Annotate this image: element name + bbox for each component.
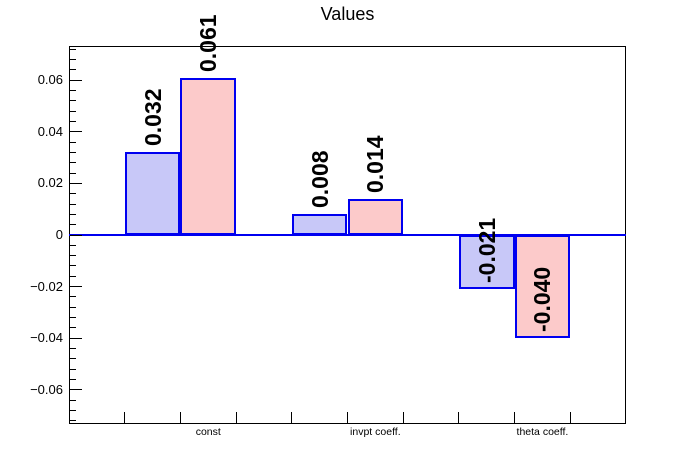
x-axis-tick bbox=[291, 412, 293, 423]
y-axis-minor-tick bbox=[70, 203, 76, 205]
y-axis-major-tick bbox=[70, 79, 82, 81]
bar-light-blue-series-theta coeff. bbox=[458, 235, 515, 290]
y-axis-minor-tick bbox=[70, 89, 76, 91]
y-axis-major-tick bbox=[70, 182, 82, 184]
x-axis-tick bbox=[402, 412, 404, 423]
x-axis-tick bbox=[235, 412, 237, 423]
y-axis-minor-tick bbox=[70, 58, 76, 60]
x-axis-category-label: theta coeff. bbox=[516, 426, 569, 438]
y-axis-tick-label: 0.02 bbox=[37, 175, 63, 191]
y-axis-minor-tick bbox=[70, 368, 76, 370]
x-axis-tick bbox=[458, 412, 460, 423]
bar-value-label: 0.032 bbox=[139, 88, 166, 147]
bar-value-label: 0.014 bbox=[362, 135, 389, 193]
bar-value-label: -0.040 bbox=[529, 267, 556, 333]
y-axis-minor-tick bbox=[70, 224, 76, 226]
y-axis-minor-tick bbox=[70, 110, 76, 112]
bar-light-red-series-invpt coeff. bbox=[347, 198, 404, 235]
y-axis-minor-tick bbox=[70, 399, 76, 401]
y-axis-major-tick bbox=[70, 131, 82, 133]
x-axis-category-label: invpt coeff. bbox=[350, 426, 401, 438]
y-axis-minor-tick bbox=[70, 172, 76, 174]
y-axis-minor-tick bbox=[70, 379, 76, 381]
y-axis-major-tick bbox=[70, 389, 82, 391]
y-axis-minor-tick bbox=[70, 275, 76, 277]
y-axis-minor-tick bbox=[70, 296, 76, 298]
y-axis-minor-tick bbox=[70, 162, 76, 164]
bar-light-blue-series-const bbox=[124, 152, 181, 235]
x-axis-tick bbox=[514, 412, 516, 423]
y-axis-minor-tick bbox=[70, 255, 76, 257]
y-axis-minor-tick bbox=[70, 141, 76, 143]
y-axis-minor-tick bbox=[70, 327, 76, 329]
y-axis-minor-tick bbox=[70, 120, 76, 122]
bar-value-label: -0.021 bbox=[473, 218, 500, 284]
y-axis-minor-tick bbox=[70, 213, 76, 215]
bar-value-label: 0.061 bbox=[195, 13, 222, 72]
y-axis-major-tick bbox=[70, 286, 82, 288]
x-axis-tick bbox=[179, 412, 181, 423]
x-axis-tick bbox=[569, 412, 571, 423]
y-axis-major-tick bbox=[70, 337, 82, 339]
y-axis-minor-tick bbox=[70, 265, 76, 267]
y-axis-minor-tick bbox=[70, 317, 76, 319]
y-axis-minor-tick bbox=[70, 193, 76, 195]
y-axis-minor-tick bbox=[70, 358, 76, 360]
y-axis-tick-label: 0 bbox=[55, 227, 63, 242]
y-axis-major-tick bbox=[70, 234, 82, 236]
y-axis-minor-tick bbox=[70, 69, 76, 71]
y-axis-minor-tick bbox=[70, 410, 76, 412]
bar-value-label: 0.008 bbox=[306, 150, 333, 209]
y-axis-minor-tick bbox=[70, 100, 76, 102]
bar-light-red-series-const bbox=[180, 77, 237, 235]
bar-light-blue-series-invpt coeff. bbox=[291, 214, 348, 235]
x-axis-tick bbox=[124, 412, 126, 423]
x-axis-tick bbox=[347, 412, 348, 423]
y-axis-minor-tick bbox=[70, 306, 76, 308]
y-axis-tick-label: −0.02 bbox=[30, 278, 63, 294]
y-axis-tick-label: 0.04 bbox=[37, 123, 63, 139]
bar-light-red-series-theta coeff. bbox=[514, 235, 571, 339]
y-axis-tick-label: −0.04 bbox=[30, 330, 63, 346]
y-axis-minor-tick bbox=[70, 348, 76, 350]
x-axis-category-label: const bbox=[195, 426, 221, 438]
zero-line bbox=[69, 234, 626, 236]
y-axis-minor-tick bbox=[70, 151, 76, 153]
y-axis-minor-tick bbox=[70, 420, 76, 422]
y-axis-minor-tick bbox=[70, 48, 76, 50]
y-axis-minor-tick bbox=[70, 244, 76, 246]
chart-title: Values bbox=[320, 4, 375, 24]
y-axis-tick-label: 0.06 bbox=[37, 72, 63, 88]
y-axis-tick-label: −0.06 bbox=[30, 381, 63, 397]
